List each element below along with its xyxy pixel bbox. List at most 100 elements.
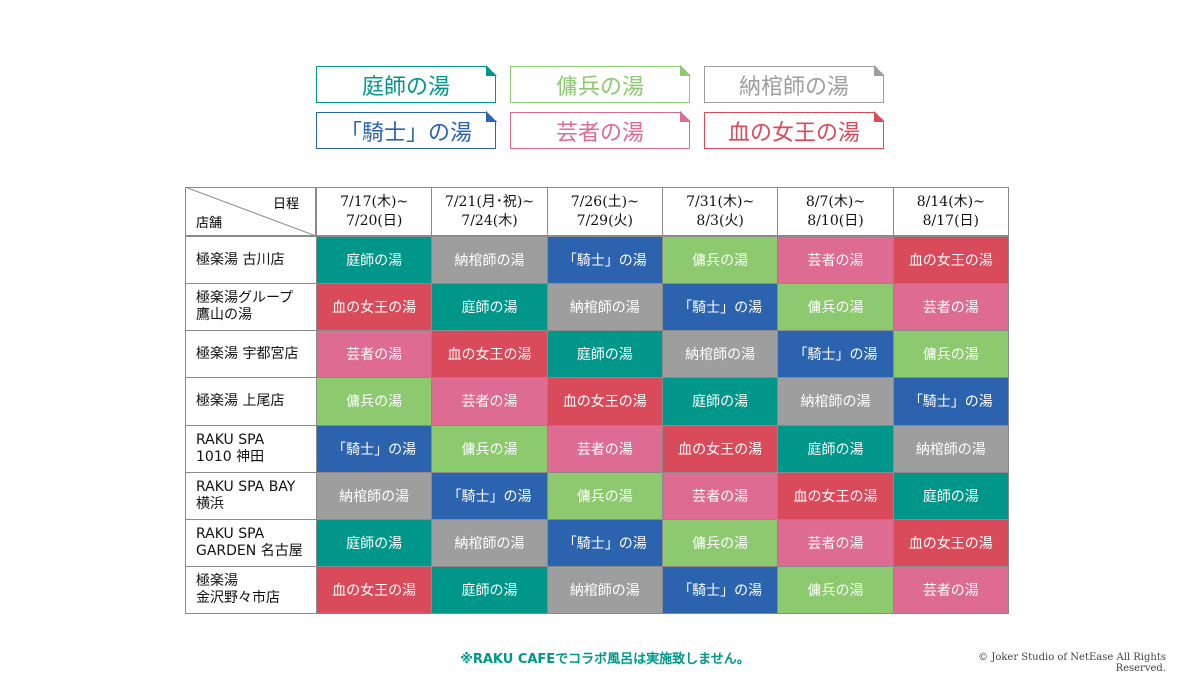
bath-cell: 「騎士」の湯 [546,236,663,285]
bath-cell: 「騎士」の湯 [662,283,779,332]
date-line: 7/17(木)~ [340,194,409,210]
fold-corner [680,111,691,122]
date-line: 7/24(木) [461,213,518,229]
bath-cell: 傭兵の湯 [316,377,433,426]
date-line: 8/3(火) [696,213,744,229]
bath-cell: 納棺師の湯 [662,330,779,379]
store-name: 極楽湯 金沢野々市店 [185,565,317,614]
bath-cell: 血の女王の湯 [316,283,433,332]
bath-cell: 「騎士」の湯 [316,424,433,473]
bath-cell: 血の女王の湯 [431,330,548,379]
bath-cell: 傭兵の湯 [431,424,548,473]
bath-cell: 芸者の湯 [431,377,548,426]
legend-item: 傭兵の湯 [510,65,691,103]
bath-cell: 芸者の湯 [892,565,1009,614]
date-header: 7/31(木)~ 8/3(火) [662,187,779,236]
fold-corner [486,65,497,76]
diagonal-line [185,187,316,236]
legend-label: 納棺師の湯 [738,74,849,100]
bath-cell: 傭兵の湯 [777,283,894,332]
bath-cell: 血の女王の湯 [662,424,779,473]
store-line: RAKU SPA BAY [196,478,296,495]
store-line: RAKU SPA [196,431,265,448]
corner-cell: 日程店舗 [185,187,316,236]
bath-cell: 納棺師の湯 [431,236,548,285]
legend-label: 芸者の湯 [555,120,644,146]
fold-corner [680,65,691,76]
bath-cell: 庭師の湯 [431,283,548,332]
date-line: 8/17(日) [922,213,979,229]
bath-cell: 芸者の湯 [892,283,1009,332]
bath-cell: 納棺師の湯 [546,283,663,332]
store-name: RAKU SPA BAY 横浜 [185,471,317,520]
store-line: 金沢野々市店 [196,589,280,606]
bath-cell: 庭師の湯 [316,236,433,285]
store-name: RAKU SPA GARDEN 名古屋 [185,518,317,567]
bath-cell: 庭師の湯 [546,330,663,379]
date-line: 8/10(日) [807,213,864,229]
legend-item: 庭師の湯 [316,65,497,103]
bath-cell: 傭兵の湯 [892,330,1009,379]
bath-cell: 「騎士」の湯 [546,518,663,567]
bath-cell: 芸者の湯 [777,518,894,567]
bath-cell: 納棺師の湯 [777,377,894,426]
bath-cell: 庭師の湯 [777,424,894,473]
bath-cell: 芸者の湯 [777,236,894,285]
date-line: 7/26(土)~ [570,194,639,210]
bath-cell: 庭師の湯 [892,471,1009,520]
date-line: 7/29(火) [576,213,633,229]
bath-cell: 血の女王の湯 [892,518,1009,567]
fold-corner [874,65,885,76]
store-line: 極楽湯 上尾店 [196,392,285,409]
bath-cell: 芸者の湯 [662,471,779,520]
diagonal [185,187,316,236]
store-line: 1010 神田 [196,448,265,465]
legend-label: 「騎士」の湯 [339,120,472,146]
bath-cell: 傭兵の湯 [546,471,663,520]
bath-cell: 血の女王の湯 [892,236,1009,285]
store-name: 極楽湯 宇都宮店 [185,330,317,379]
store-name: RAKU SPA 1010 神田 [185,424,317,473]
legend-item: 血の女王の湯 [704,111,885,149]
bath-cell: 庭師の湯 [431,565,548,614]
bath-cell: 血の女王の湯 [777,471,894,520]
bath-cell: 納棺師の湯 [892,424,1009,473]
date-header: 7/26(土)~ 7/29(火) [546,187,663,236]
bath-cell: 納棺師の湯 [546,565,663,614]
legend-label: 傭兵の湯 [555,74,644,100]
store-name: 極楽湯 上尾店 [185,377,317,426]
bath-cell: 芸者の湯 [546,424,663,473]
fold-corner [874,111,885,122]
corner-bottom: 店舗 [196,216,223,231]
legend-label: 庭師の湯 [361,74,450,100]
legend-item: 納棺師の湯 [704,65,885,103]
store-name: 極楽湯 古川店 [185,236,317,285]
bath-cell: 納棺師の湯 [431,518,548,567]
store-line: 鷹山の湯 [196,307,252,324]
date-line: 7/20(日) [345,213,403,229]
store-line: RAKU SPA [196,525,265,542]
bath-cell: 傭兵の湯 [662,518,779,567]
date-header: 8/7(木)~ 8/10(日) [777,187,894,236]
bath-cell: 「騎士」の湯 [662,565,779,614]
date-line: 7/21(月･祝)~ [444,194,535,210]
store-line: 極楽湯 古川店 [196,251,285,268]
store-line: GARDEN 名古屋 [196,542,303,559]
footer-note: ※RAKU CAFEでコラボ風呂は実施致しません。 [460,652,750,667]
store-name: 極楽湯グループ 鷹山の湯 [185,283,317,332]
date-header: 7/17(木)~ 7/20(日) [316,187,433,236]
bath-cell: 「騎士」の湯 [892,377,1009,426]
bath-cell: 納棺師の湯 [316,471,433,520]
bath-cell: 「騎士」の湯 [431,471,548,520]
bath-cell: 芸者の湯 [316,330,433,379]
bath-cell: 血の女王の湯 [316,565,433,614]
bath-cell: 「騎士」の湯 [777,330,894,379]
date-line: 7/31(木)~ [686,194,755,210]
bath-cell: 傭兵の湯 [777,565,894,614]
legend-item: 「騎士」の湯 [316,111,497,149]
legend-item: 芸者の湯 [510,111,691,149]
store-line: 極楽湯 [196,572,238,589]
corner-top: 日程 [272,197,299,212]
bath-cell: 血の女王の湯 [546,377,663,426]
